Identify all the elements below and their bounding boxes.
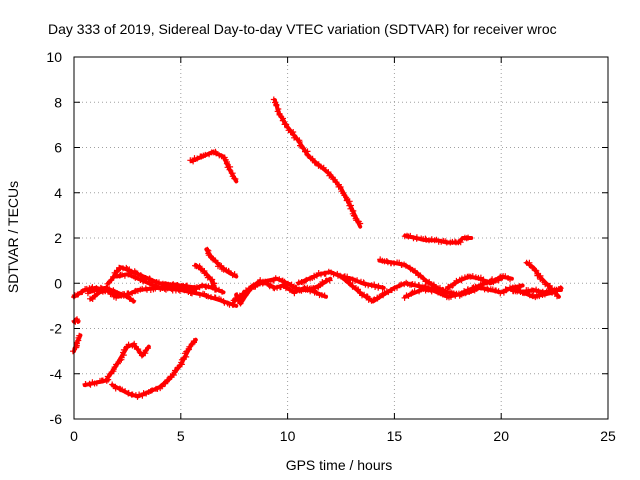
y-tick-label: 4: [54, 185, 62, 201]
series-markers: [523, 259, 560, 300]
series-arc-21: [523, 259, 561, 300]
series-arc-18: [445, 273, 514, 291]
y-tick-label: 6: [54, 140, 62, 156]
x-tick-label: 10: [280, 428, 296, 444]
series-arc-16: [401, 232, 474, 246]
series-markers: [377, 256, 438, 290]
plot-series: [70, 96, 564, 400]
y-tick-label: -6: [50, 411, 63, 427]
grid-lines: [74, 57, 608, 419]
series-markers: [230, 275, 333, 304]
series-markers: [70, 332, 83, 355]
y-tick-label: -4: [50, 366, 63, 382]
series-markers: [187, 148, 239, 182]
series-arc-11: [270, 96, 364, 229]
series-markers: [295, 268, 386, 291]
y-tick-label: 8: [54, 94, 62, 110]
series-markers: [270, 96, 364, 227]
series-arc-24: [82, 340, 151, 388]
series-arc-22: [70, 332, 83, 355]
y-axis-label: SDTVAR / TECUs: [5, 181, 21, 293]
x-axis-label: GPS time / hours: [286, 457, 393, 473]
series-arc-05: [113, 271, 226, 295]
x-tick-label: 25: [600, 428, 616, 444]
y-tick-label: 2: [54, 230, 62, 246]
series-markers: [445, 273, 513, 291]
y-tick-label: 10: [46, 49, 62, 65]
series-markers: [204, 246, 238, 279]
x-tick-label: 15: [387, 428, 403, 444]
chart-title: Day 333 of 2019, Sidereal Day-to-day VTE…: [48, 21, 557, 37]
series-arc-07: [204, 246, 239, 279]
series-markers: [82, 340, 151, 388]
series-arc-03: [87, 287, 111, 302]
series-arc-25: [109, 337, 198, 400]
series-arc-17: [422, 283, 525, 299]
x-tick-label: 5: [177, 428, 185, 444]
series-markers: [87, 287, 109, 302]
x-tick-label: 0: [70, 428, 78, 444]
y-tick-label: 0: [54, 275, 62, 291]
series-arc-08: [187, 148, 239, 184]
series-markers: [109, 338, 197, 400]
x-tick-labels: 0 5 10 15 20 25: [70, 428, 616, 444]
series-markers: [192, 262, 218, 289]
plot-frame: [73, 56, 609, 420]
y-tick-label: -2: [50, 321, 63, 337]
series-markers: [401, 232, 472, 246]
series-arc-10: [230, 275, 333, 304]
series-arc-23: [71, 316, 81, 325]
series-markers: [113, 271, 226, 295]
series-arc-06: [192, 262, 218, 290]
y-tick-labels: -6 -4 -2 0 2 4 6 8 10: [46, 49, 62, 427]
series-arc-14: [377, 256, 440, 290]
x-tick-label: 20: [493, 428, 509, 444]
